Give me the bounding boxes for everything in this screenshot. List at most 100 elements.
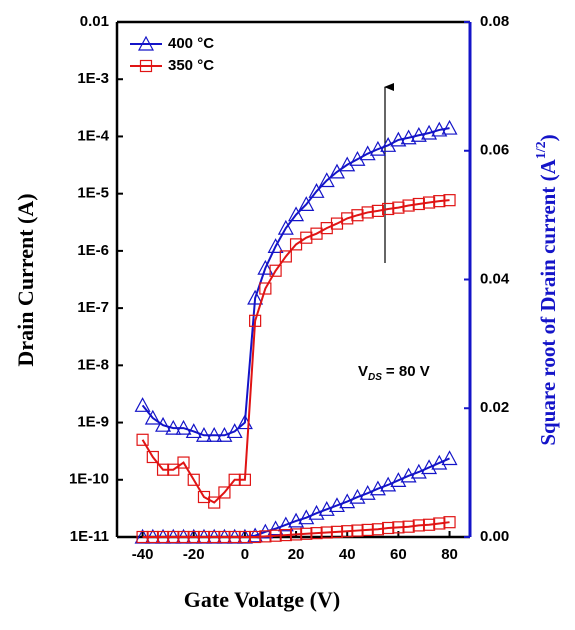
y2-label-text: Square root of Drain current (A [536, 158, 560, 445]
marker [267, 238, 284, 253]
marker [155, 416, 172, 432]
marker [279, 250, 292, 263]
marker [371, 204, 385, 217]
marker [267, 520, 284, 536]
marker [277, 516, 294, 532]
marker [318, 501, 335, 516]
marker [259, 530, 272, 543]
marker [351, 524, 364, 537]
x-tick-label: 80 [441, 546, 458, 563]
marker [402, 520, 415, 533]
marker [137, 35, 155, 51]
annotation-v: V [358, 363, 368, 380]
y2-tick-label: 0.00 [480, 528, 509, 545]
marker [402, 199, 415, 212]
marker [433, 517, 446, 530]
y-tick-label: 1E-7 [77, 299, 109, 316]
marker [167, 463, 180, 476]
marker [443, 194, 456, 207]
marker [139, 59, 153, 73]
marker [208, 496, 221, 509]
marker [288, 512, 305, 528]
marker [288, 206, 305, 222]
marker [300, 231, 313, 244]
marker [369, 140, 386, 156]
y2-label-sup: 1/2 [534, 141, 549, 159]
marker [341, 212, 354, 225]
marker [269, 529, 282, 542]
marker [136, 433, 149, 446]
marker [187, 473, 200, 486]
marker [216, 426, 233, 442]
marker [247, 289, 264, 305]
series-line [141, 127, 450, 437]
marker [298, 196, 315, 211]
marker [289, 528, 303, 541]
marker [218, 486, 231, 499]
marker [380, 476, 397, 492]
marker [310, 527, 323, 540]
marker [359, 484, 376, 500]
marker [165, 419, 182, 435]
marker [320, 222, 333, 235]
marker [136, 530, 149, 544]
marker [410, 126, 427, 142]
marker [341, 525, 354, 538]
y-tick-label: 1E-8 [77, 356, 109, 373]
marker [361, 206, 374, 219]
marker [308, 504, 325, 520]
marker [269, 264, 282, 277]
marker [421, 459, 438, 475]
annotation-sub: DS [368, 372, 382, 383]
marker [369, 480, 386, 496]
marker [441, 450, 458, 466]
marker [238, 473, 251, 486]
marker [308, 183, 325, 198]
y2-label-end: ) [536, 134, 560, 141]
marker [195, 426, 212, 442]
marker [412, 197, 425, 211]
x-tick-label: -20 [183, 546, 205, 563]
marker [422, 518, 436, 531]
marker [277, 219, 294, 235]
marker [392, 201, 405, 214]
y-tick-label: 1E-5 [77, 185, 109, 202]
marker [390, 472, 407, 487]
marker [431, 454, 448, 470]
y2-tick-label: 0.02 [480, 399, 509, 416]
legend-label: 350 °C [168, 57, 214, 74]
marker [351, 209, 364, 222]
marker [361, 523, 374, 537]
marker [247, 527, 264, 543]
marker [257, 259, 274, 275]
x-axis-label: Gate Volatge (V) [184, 587, 340, 612]
marker [144, 409, 161, 425]
marker [175, 419, 192, 435]
y-tick-label: 1E-4 [77, 127, 109, 144]
marker [226, 423, 243, 439]
x-tick-label: 20 [288, 546, 305, 563]
y-tick-label: 1E-11 [70, 528, 109, 545]
x-tick-label: 0 [241, 546, 249, 563]
annotation: VDS = 80 V [358, 363, 430, 383]
marker [339, 493, 356, 509]
marker [318, 172, 335, 188]
marker [228, 473, 241, 486]
marker [259, 282, 272, 295]
marker [328, 497, 345, 513]
marker [330, 525, 344, 538]
marker [298, 509, 315, 525]
marker [441, 119, 458, 135]
marker [359, 145, 376, 161]
x-tick-label: 60 [390, 546, 407, 563]
x-tick-label: 40 [339, 546, 356, 563]
marker [421, 124, 438, 140]
marker [156, 463, 170, 476]
marker [156, 530, 170, 544]
y-axis-label: Drain Current (A) [13, 193, 38, 366]
marker [279, 528, 292, 542]
y-tick-label: 0.01 [80, 13, 109, 30]
y-tick-label: 1E-9 [77, 414, 109, 431]
marker [289, 238, 303, 251]
